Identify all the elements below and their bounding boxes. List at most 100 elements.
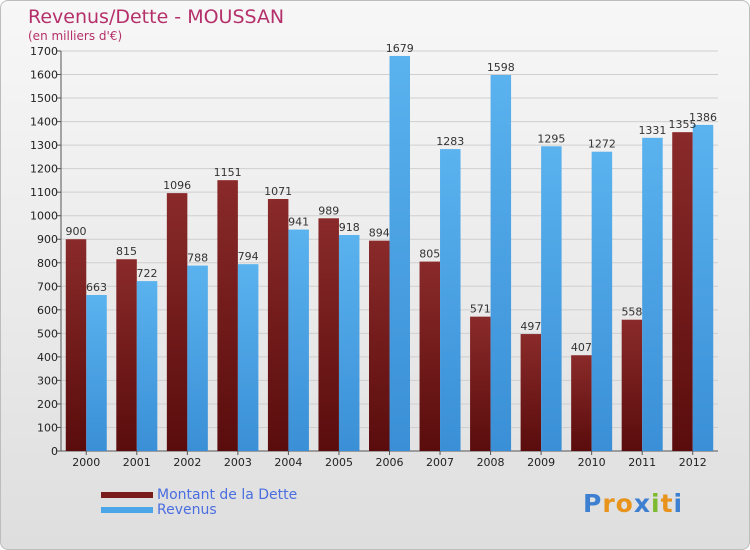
logo-letter: o [615,489,634,518]
bar-revenus-2001 [136,281,158,451]
legend-item-dette: Montant de la Dette [101,486,298,503]
bar-dette-2012 [672,132,693,452]
data-label-revenus-2004: 941 [288,216,309,229]
y-tick-label: 1000 [30,210,58,223]
axes: 0 100 200 300 400 500 600 700 800 900 1000 1100 1200… [30,45,718,469]
bar-dette-2000 [65,239,87,451]
data-label-dette-2001: 815 [116,245,137,258]
legend: Montant de la Dette Revenus [101,486,298,518]
y-tick-label: 1500 [30,92,58,105]
bar-revenus-2005 [338,235,360,451]
data-label-dette-2000: 900 [66,225,87,238]
legend-label-revenus: Revenus [157,501,217,518]
data-label-dette-2010: 407 [571,341,592,354]
y-tick-label: 300 [37,374,58,387]
logo-letter: P [583,489,603,518]
bar-dette-2007 [419,261,441,451]
data-label-dette-2005: 989 [318,204,339,217]
x-tick-label: 2002 [173,456,201,469]
data-label-revenus-2003: 794 [238,250,259,263]
y-tick-label: 1200 [30,163,58,176]
bar-revenus-2008 [490,75,512,451]
bar-revenus-2007 [440,149,461,451]
data-label-revenus-2006: 1679 [386,42,414,55]
y-tick-label: 1100 [30,186,58,199]
x-tick-label: 2003 [224,456,252,469]
bar-revenus-2009 [541,146,562,451]
x-tick-label: 2012 [679,456,707,469]
data-label-dette-2008: 571 [470,303,491,316]
x-tick-label: 2005 [325,456,353,469]
legend-swatch-dette [101,491,153,498]
y-tick-label: 500 [37,327,58,340]
bar-revenus-2006 [389,55,410,452]
data-label-revenus-2002: 788 [187,252,208,265]
logo-letter: i [673,489,684,518]
bar-revenus-2000 [86,295,107,451]
x-tick-label: 2004 [274,456,302,469]
bar-revenus-2004 [288,229,309,451]
data-label-dette-2009: 497 [520,320,541,333]
logo-letter: x [633,489,651,518]
y-tick-label: 100 [37,421,58,434]
data-label-revenus-2008: 1598 [487,61,515,74]
data-label-revenus-2010: 1272 [588,138,616,151]
logo-letter: r [602,489,616,518]
x-tick-label: 2006 [376,456,404,469]
bar-revenus-2003 [237,264,259,451]
y-tick-label: 900 [37,233,58,246]
bar-dette-2006 [369,240,390,451]
data-label-dette-2002: 1096 [163,179,191,192]
data-label-revenus-2005: 918 [339,221,360,234]
bar-dette-2004 [267,199,289,451]
x-tick-label: 2011 [628,456,656,469]
data-label-revenus-2000: 663 [86,281,107,294]
y-tick-label: 1300 [30,139,58,152]
x-tick-label: 2007 [426,456,454,469]
data-label-revenus-2001: 722 [137,267,158,280]
bar-dette-2002 [166,193,188,451]
data-label-revenus-2007: 1283 [436,135,464,148]
y-tick-label: 0 [51,445,58,458]
bar-revenus-2012 [692,124,714,451]
data-label-dette-2006: 894 [369,227,390,240]
bar-revenus-2002 [187,265,208,451]
data-label-dette-2012: 1355 [668,118,696,131]
bar-dette-2011 [621,319,643,451]
chart-title: Revenus/Dette - MOUSSAN [28,6,285,28]
logo-letter: i [651,489,661,518]
bar-dette-2008 [470,316,491,451]
data-label-dette-2004: 1071 [264,185,292,198]
bar-dette-2005 [318,218,339,451]
y-tick-label: 1700 [30,45,58,58]
legend-swatch-revenus [101,506,153,513]
y-tick-label: 700 [37,280,58,293]
data-label-revenus-2012: 1386 [689,111,717,124]
x-tick-label: 2008 [477,456,505,469]
x-tick-label: 2009 [527,456,555,469]
bars [65,55,714,452]
logo-letter: t [660,489,674,518]
legend-label-dette: Montant de la Dette [157,486,298,503]
legend-item-revenus: Revenus [101,501,297,518]
chart-subtitle: (en milliers d'€) [28,29,123,43]
bar-revenus-2010 [591,151,613,452]
x-tick-label: 2010 [578,456,606,469]
bar-dette-2003 [217,180,238,452]
bar-dette-2010 [571,355,592,451]
data-label-revenus-2009: 1295 [537,132,565,145]
y-tick-label: 1600 [30,69,58,82]
y-tick-label: 800 [37,257,58,270]
y-tick-label: 600 [37,304,58,317]
y-tick-label: 1400 [30,116,58,129]
bar-revenus-2011 [642,137,663,451]
data-label-dette-2007: 805 [419,248,440,261]
proxiti-logo: Proxiti [583,489,683,518]
data-label-dette-2003: 1151 [214,166,242,179]
data-label-revenus-2011: 1331 [638,124,666,137]
y-tick-label: 400 [37,351,58,364]
data-label-dette-2011: 558 [621,306,642,319]
